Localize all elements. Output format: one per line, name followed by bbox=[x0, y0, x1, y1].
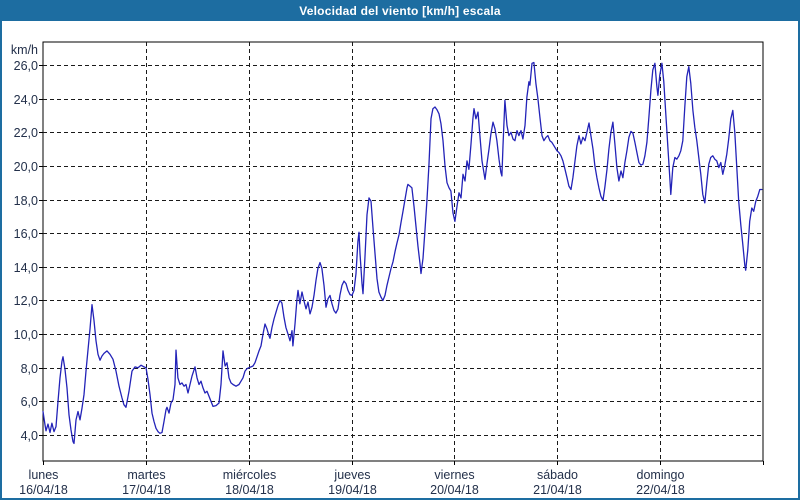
y-tick-label: 18,0 bbox=[14, 194, 38, 208]
x-day-label: viernes bbox=[434, 468, 474, 482]
x-date-label: 22/04/18 bbox=[636, 483, 685, 497]
y-tick-label: 8,0 bbox=[21, 362, 38, 376]
y-tick-label: 26,0 bbox=[14, 59, 38, 73]
y-tick-label: 22,0 bbox=[14, 126, 38, 140]
x-date-label: 16/04/18 bbox=[19, 483, 68, 497]
chart-title-bar: Velocidad del viento [km/h] escala bbox=[2, 2, 798, 21]
y-tick-label: 10,0 bbox=[14, 328, 38, 342]
x-date-label: 21/04/18 bbox=[533, 483, 582, 497]
x-day-label: miércoles bbox=[223, 468, 277, 482]
x-day-label: jueves bbox=[333, 468, 370, 482]
x-date-label: 17/04/18 bbox=[122, 483, 171, 497]
chart-title: Velocidad del viento [km/h] escala bbox=[299, 4, 501, 18]
x-date-label: 20/04/18 bbox=[430, 483, 479, 497]
wind-speed-series-line bbox=[42, 61, 763, 445]
y-tick-label: 6,0 bbox=[21, 395, 38, 409]
x-day-label: martes bbox=[127, 468, 165, 482]
y-tick-label: 20,0 bbox=[14, 160, 38, 174]
y-tick-label: 16,0 bbox=[14, 227, 38, 241]
x-day-label: sábado bbox=[537, 468, 578, 482]
x-date-label: 18/04/18 bbox=[225, 483, 274, 497]
x-day-label: lunes bbox=[29, 468, 59, 482]
plot-area bbox=[42, 41, 764, 462]
y-tick-label: 24,0 bbox=[14, 93, 38, 107]
y-tick-label: 12,0 bbox=[14, 294, 38, 308]
x-day-label: domingo bbox=[637, 468, 685, 482]
y-tick-label: 14,0 bbox=[14, 261, 38, 275]
y-axis-unit-label: km/h bbox=[11, 43, 38, 57]
y-tick-label: 4,0 bbox=[21, 429, 38, 443]
x-date-label: 19/04/18 bbox=[328, 483, 377, 497]
